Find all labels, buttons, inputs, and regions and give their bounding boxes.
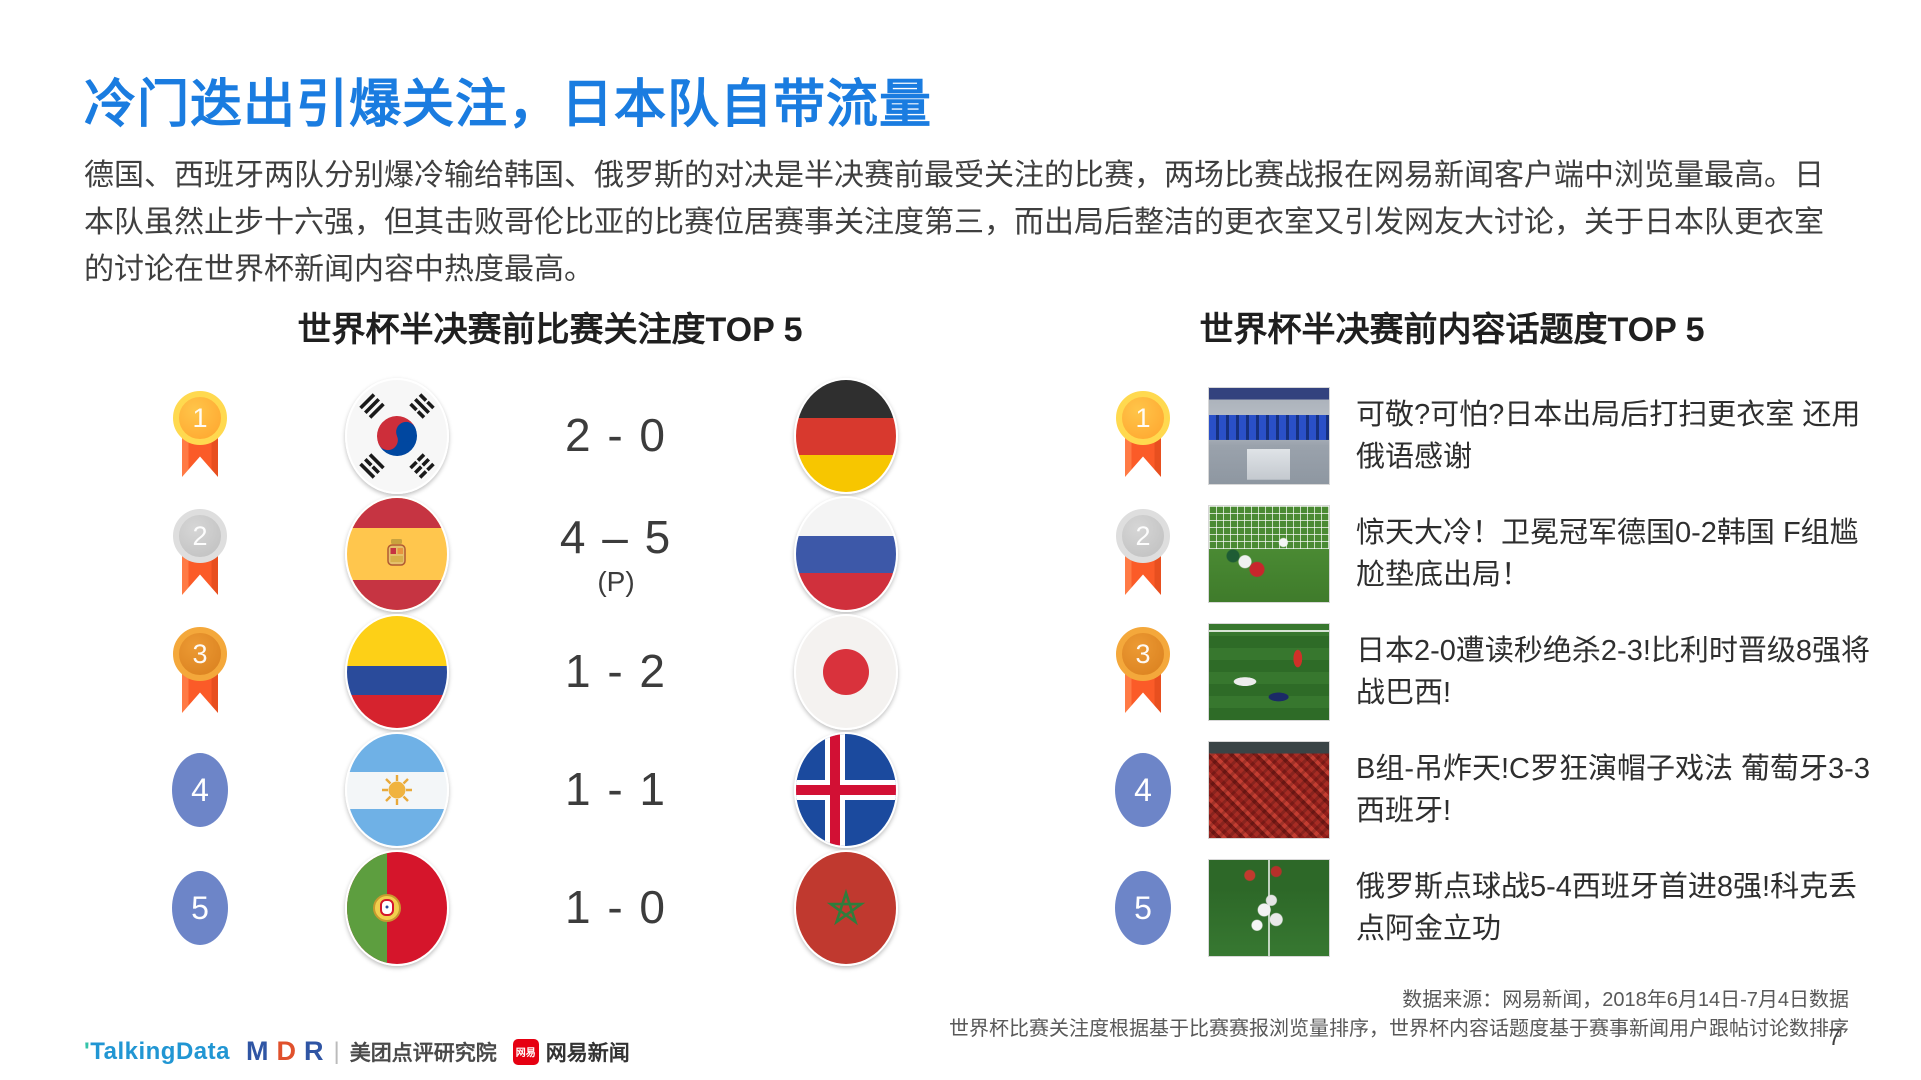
argentina-flag-icon [345,732,449,848]
page-number: 7 [1828,1024,1841,1050]
data-source-note: 数据来源：网易新闻，2018年6月14日-7月4日数据 世界杯比赛关注度根据基于… [949,986,1849,1044]
morocco-flag-icon [794,850,898,966]
match-row-5: 5 1 - 0 [165,850,898,966]
source-line-1: 数据来源：网易新闻，2018年6月14日-7月4日数据 [1402,989,1849,1011]
rank-badge: 5 [1115,871,1171,945]
news-headline: 可敬?可怕?日本出局后打扫更衣室 还用俄语感谢 [1356,398,1861,473]
topic-ranking-list: 1 可敬?可怕?日本出局后打扫更衣室 还用俄语感谢 2 惊天大冷！卫冕冠军德国0… [1108,380,1881,970]
match-score: 1 - 2 [564,645,668,697]
left-section-title: 世界杯半决赛前比赛关注度TOP 5 [297,311,803,349]
rank-number: 1 [1116,391,1170,445]
match-score: 4 – 5 [559,511,673,563]
news-headline: 日本2-0遭读秒绝杀2-3!比利时晋级8强将战巴西! [1356,634,1871,709]
rank-number: 1 [173,391,227,445]
topic-row-1: 1 可敬?可怕?日本出局后打扫更衣室 还用俄语感谢 [1108,380,1881,492]
south-korea-flag-icon [345,378,449,494]
news-headline: 俄罗斯点球战5-4西班牙首进8强!科克丢点阿金立功 [1356,870,1858,945]
japan-flag-icon [794,614,898,730]
logo-divider: | [333,1037,340,1065]
match-score: 2 - 0 [564,409,668,461]
spain-flag-icon [345,496,449,612]
right-section-title: 世界杯半决赛前内容话题度TOP 5 [1199,311,1705,349]
match-row-2: 2 4 – 5 (P) [165,496,898,612]
topic-row-3: 3 日本2-0遭读秒绝杀2-3!比利时晋级8强将战巴西! [1108,616,1881,728]
topic-row-4: 4 B组-吊炸天!C罗狂演帽子戏法 葡萄牙3-3西班牙! [1108,734,1881,846]
netease-news-logo: 网易 网易新闻 [512,1037,630,1067]
iceland-flag-icon [794,732,898,848]
match-ranking-list: 1 [165,378,898,970]
germany-korea-goal-photo [1208,505,1330,603]
source-line-2: 世界杯比赛关注度根据基于比赛赛报浏览量排序，世界杯内容话题度基于赛事新闻用户跟帖… [949,1018,1849,1040]
rank-number: 2 [1116,509,1170,563]
gold-medal-icon: 1 [172,391,228,481]
russia-flag-icon [794,496,898,612]
match-row-1: 1 [165,378,898,494]
portugal-flag-icon [345,850,449,966]
slide-title: 冷门迭出引爆关注，日本队自带流量 [84,76,933,134]
netease-badge-icon: 网易 [512,1038,539,1065]
talkingdata-apostrophe-icon: ' [84,1037,91,1065]
match-row-4: 4 1 - 1 [165,732,898,848]
rank-badge: 4 [172,753,228,827]
japan-belgium-pitch-photo [1208,623,1330,721]
japan-locker-room-photo [1208,387,1330,485]
talkingdata-logo: 'TalkingData [84,1037,230,1065]
germany-flag-icon [794,378,898,494]
match-score: 1 - 1 [564,763,668,815]
match-row-3: 3 1 - 2 [165,614,898,730]
silver-medal-icon: 2 [172,509,228,599]
rank-number: 2 [173,509,227,563]
colombia-flag-icon [345,614,449,730]
russia-spain-celebration-photo [1208,859,1330,957]
rank-badge: 4 [1115,753,1171,827]
score-note: (P) [597,566,635,597]
rank-badge: 5 [172,871,228,945]
gold-medal-icon: 1 [1115,391,1171,481]
news-headline: B组-吊炸天!C罗狂演帽子戏法 葡萄牙3-3西班牙! [1356,752,1870,827]
intro-paragraph: 德国、西班牙两队分别爆冷输给韩国、俄罗斯的对决是半决赛前最受关注的比赛，两场比赛… [84,159,1824,287]
rank-number: 3 [1116,627,1170,681]
news-headline: 惊天大冷！卫冕冠军德国0-2韩国 F组尴尬垫底出局！ [1356,516,1859,591]
bronze-medal-icon: 3 [172,627,228,717]
topic-row-2: 2 惊天大冷！卫冕冠军德国0-2韩国 F组尴尬垫底出局！ [1108,498,1881,610]
portugal-spain-crowd-photo [1208,741,1330,839]
rank-number: 3 [173,627,227,681]
silver-medal-icon: 2 [1115,509,1171,599]
match-score: 1 - 0 [564,881,668,933]
bronze-medal-icon: 3 [1115,627,1171,717]
topic-row-5: 5 俄罗斯点球战5-4西班牙首进8强!科克丢点阿金立功 [1108,852,1881,964]
